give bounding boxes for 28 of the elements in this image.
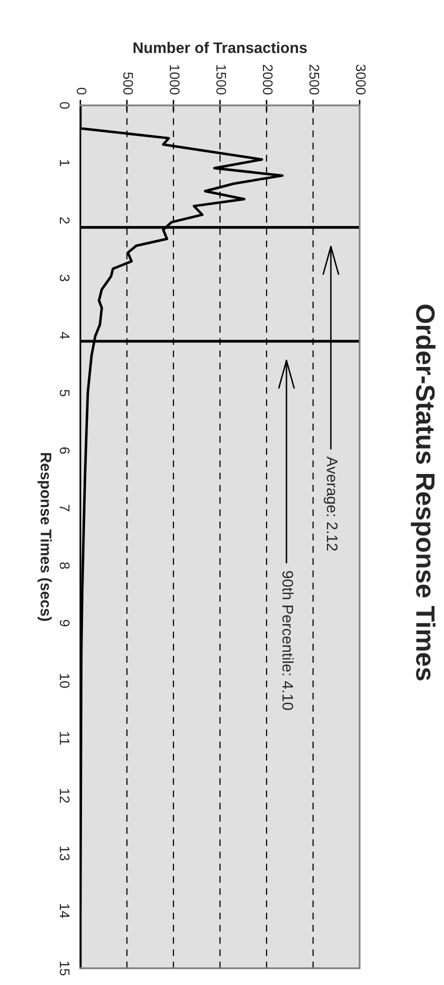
y-tick-label: 3 bbox=[60, 274, 70, 282]
y-tick-label: 5 bbox=[60, 390, 70, 396]
y-tick-label: 14 bbox=[60, 904, 70, 918]
annotation: Average: 2.12 bbox=[324, 456, 338, 551]
x-tick-label: 0 bbox=[76, 88, 86, 94]
x-tick-label: 1500 bbox=[216, 65, 226, 94]
y-tick-label: 1 bbox=[60, 160, 70, 166]
y-tick-label: 9 bbox=[60, 620, 70, 626]
x-tick-label: 1000 bbox=[170, 65, 180, 94]
x-tick-label: 3000 bbox=[356, 64, 366, 94]
y-tick-label: 0 bbox=[60, 102, 70, 109]
y-tick-label: 13 bbox=[60, 846, 70, 860]
y-tick-label: 7 bbox=[60, 504, 70, 512]
text: Order-Status Response Times bbox=[410, 304, 436, 680]
y-axis-title: Response Times (secs) bbox=[38, 453, 52, 621]
x-tick-label: 2500 bbox=[309, 64, 320, 94]
x-axis-title: Number of Transactions bbox=[134, 42, 307, 54]
x-tick-label: 2000 bbox=[262, 64, 273, 94]
y-tick-label: 15 bbox=[60, 962, 70, 976]
y-tick-label: 6 bbox=[60, 447, 70, 454]
y-tick-label: 12 bbox=[60, 789, 70, 803]
x-tick-label: 500 bbox=[123, 72, 134, 94]
y-tick-label: 4 bbox=[60, 332, 70, 339]
y-tick-label: 11 bbox=[60, 732, 70, 745]
y-tick-label: 8 bbox=[60, 562, 70, 569]
annotation: 90th Percentile: 4.10 bbox=[282, 571, 294, 710]
y-tick-label: 10 bbox=[60, 674, 70, 688]
y-tick-label: 2 bbox=[60, 217, 70, 224]
